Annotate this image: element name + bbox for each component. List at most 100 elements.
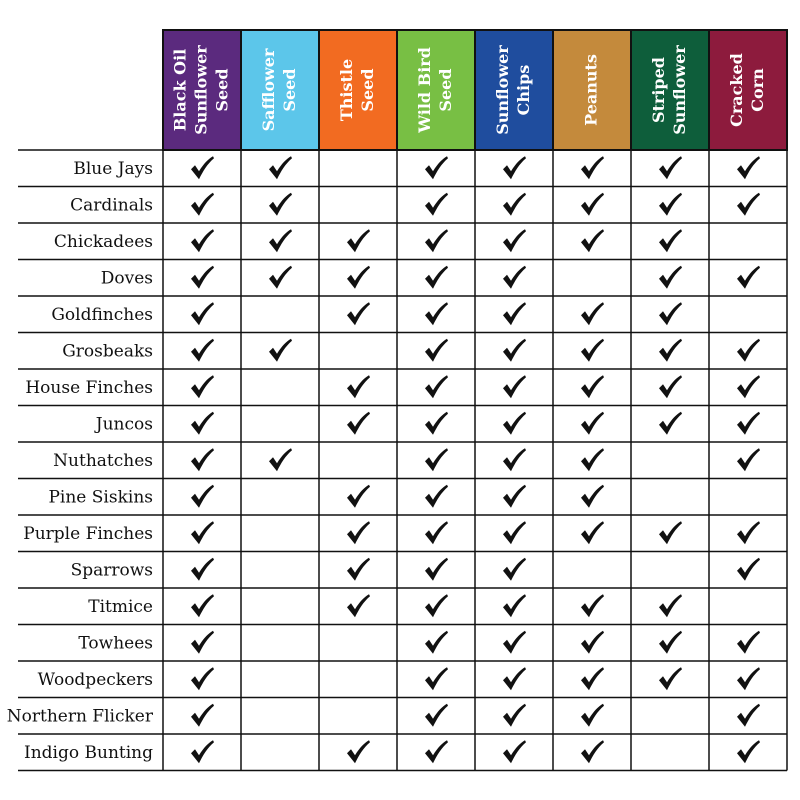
checkmark bbox=[347, 557, 370, 581]
checkmark bbox=[659, 156, 682, 180]
checkmark bbox=[659, 667, 682, 691]
row-label: Woodpeckers bbox=[38, 670, 153, 690]
checkmark bbox=[269, 192, 292, 216]
checkmark bbox=[191, 192, 214, 216]
checkmark bbox=[425, 448, 448, 472]
checkmark bbox=[425, 411, 448, 435]
checkmark bbox=[191, 594, 214, 618]
checkmark bbox=[425, 521, 448, 545]
checkmark bbox=[737, 703, 760, 727]
checkmark bbox=[269, 229, 292, 253]
checkmark bbox=[581, 229, 604, 253]
checkmark bbox=[581, 630, 604, 654]
checkmark bbox=[503, 484, 526, 508]
column-header bbox=[318, 29, 398, 151]
row-label: Nuthatches bbox=[53, 451, 153, 471]
checkmark bbox=[503, 411, 526, 435]
checkmark bbox=[737, 557, 760, 581]
row-label: Grosbeaks bbox=[62, 341, 153, 361]
column-header-text: Seed bbox=[358, 68, 377, 111]
checkmark bbox=[581, 156, 604, 180]
row-label: House Finches bbox=[25, 378, 153, 398]
checkmark bbox=[581, 667, 604, 691]
row-label: Goldfinches bbox=[51, 305, 153, 325]
checkmark bbox=[347, 411, 370, 435]
checkmark bbox=[503, 557, 526, 581]
checkmark bbox=[737, 521, 760, 545]
checkmark bbox=[737, 265, 760, 289]
checkmark bbox=[191, 265, 214, 289]
checkmark bbox=[425, 594, 448, 618]
checkmark bbox=[347, 740, 370, 764]
column-header-text: Seed bbox=[213, 68, 232, 111]
checkmark bbox=[269, 265, 292, 289]
checkmark bbox=[737, 338, 760, 362]
checkmark bbox=[503, 521, 526, 545]
checkmark bbox=[191, 667, 214, 691]
column-header bbox=[162, 29, 242, 151]
checkmark bbox=[581, 302, 604, 326]
checkmark bbox=[269, 338, 292, 362]
checkmark bbox=[581, 448, 604, 472]
checkmark bbox=[737, 375, 760, 399]
checkmark bbox=[269, 448, 292, 472]
row-label: Towhees bbox=[78, 633, 153, 653]
checkmark bbox=[425, 192, 448, 216]
checkmark bbox=[425, 229, 448, 253]
row-label: Doves bbox=[101, 268, 153, 288]
checkmark bbox=[503, 448, 526, 472]
checkmark bbox=[347, 375, 370, 399]
checkmark bbox=[191, 630, 214, 654]
checkmark bbox=[503, 338, 526, 362]
row-label: Cardinals bbox=[70, 195, 153, 215]
checkmark bbox=[503, 265, 526, 289]
checkmark bbox=[191, 411, 214, 435]
row-label: Titmice bbox=[88, 597, 153, 617]
checkmark bbox=[425, 630, 448, 654]
checkmark bbox=[191, 229, 214, 253]
column-header-text: Chips bbox=[514, 65, 533, 116]
checkmark bbox=[191, 557, 214, 581]
checkmark bbox=[503, 229, 526, 253]
checkmark bbox=[425, 338, 448, 362]
checkmark bbox=[503, 703, 526, 727]
checkmark bbox=[737, 630, 760, 654]
column-header bbox=[708, 29, 788, 151]
row-label: Juncos bbox=[94, 414, 153, 434]
row-label: Purple Finches bbox=[23, 524, 153, 544]
checkmark bbox=[503, 630, 526, 654]
checkmark bbox=[347, 265, 370, 289]
checkmark bbox=[347, 484, 370, 508]
checkmark bbox=[737, 156, 760, 180]
checkmark bbox=[191, 156, 214, 180]
checkmark bbox=[347, 229, 370, 253]
checkmark bbox=[191, 448, 214, 472]
row-label: Blue Jays bbox=[73, 159, 153, 179]
column-header-text: Seed bbox=[280, 68, 299, 111]
checkmark bbox=[503, 192, 526, 216]
column-header-text: Corn bbox=[748, 68, 767, 112]
column-header-text: Wild Bird bbox=[415, 47, 434, 134]
column-header-text: Safflower bbox=[259, 48, 278, 131]
checkmark bbox=[425, 557, 448, 581]
checkmark bbox=[659, 192, 682, 216]
checkmark bbox=[425, 703, 448, 727]
row-label: Northern Flicker bbox=[7, 706, 154, 726]
checkmark bbox=[581, 594, 604, 618]
checkmark bbox=[191, 740, 214, 764]
column-header-text: Peanuts bbox=[582, 54, 601, 126]
checkmark bbox=[503, 667, 526, 691]
column-header-text: Thistle bbox=[337, 59, 356, 121]
checkmark bbox=[425, 265, 448, 289]
checkmark bbox=[425, 667, 448, 691]
column-header-text: Sunflower bbox=[192, 45, 211, 135]
checkmark bbox=[191, 484, 214, 508]
checkmark bbox=[659, 521, 682, 545]
checkmark bbox=[737, 192, 760, 216]
column-header-text: Seed bbox=[436, 68, 455, 111]
column-header-text: Black Oil bbox=[171, 49, 190, 131]
checkmark bbox=[737, 740, 760, 764]
checkmark bbox=[659, 265, 682, 289]
checkmark bbox=[581, 484, 604, 508]
